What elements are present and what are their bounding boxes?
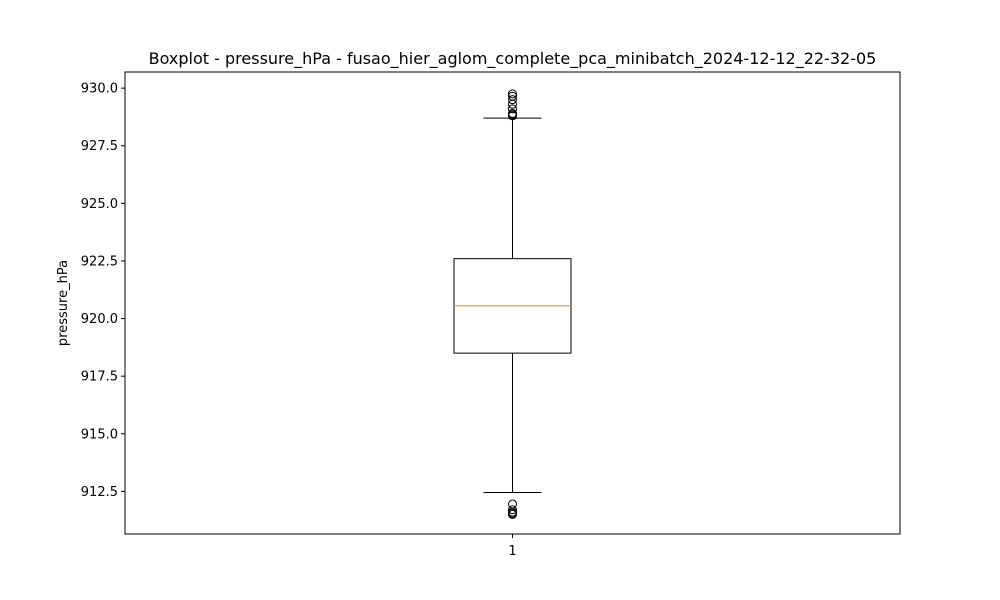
outlier-point xyxy=(508,99,517,109)
y-tick-label: 920.0 xyxy=(81,312,118,327)
x-tick-label: 1 xyxy=(508,544,516,559)
outlier-point xyxy=(508,505,517,515)
outlier-point xyxy=(508,104,517,114)
outlier-point xyxy=(508,499,517,509)
y-tick-label: 927.5 xyxy=(81,139,118,154)
x-axis-ticks: 1 xyxy=(508,534,517,559)
chart-title: Boxplot - pressure_hPa - fusao_hier_aglo… xyxy=(149,49,877,69)
y-tick-label: 912.5 xyxy=(81,485,118,500)
outlier-point xyxy=(508,89,517,99)
y-tick-label: 925.0 xyxy=(81,197,118,212)
boxes xyxy=(453,89,572,519)
outlier-point xyxy=(508,95,517,105)
outlier-point xyxy=(508,108,517,118)
y-axis-ticks: 912.5 915.0 917.5 920.0 922.5 925.0 927.5 930.0 xyxy=(81,82,125,500)
y-axis-label: pressure_hPa xyxy=(56,260,71,346)
y-tick-label: 930.0 xyxy=(81,82,118,97)
box-group xyxy=(453,89,572,519)
y-tick-label: 915.0 xyxy=(81,427,118,442)
y-tick-label: 917.5 xyxy=(81,370,118,385)
y-tick-label: 922.5 xyxy=(81,254,118,269)
outlier-point xyxy=(508,91,517,101)
plot-area-frame xyxy=(124,71,901,535)
